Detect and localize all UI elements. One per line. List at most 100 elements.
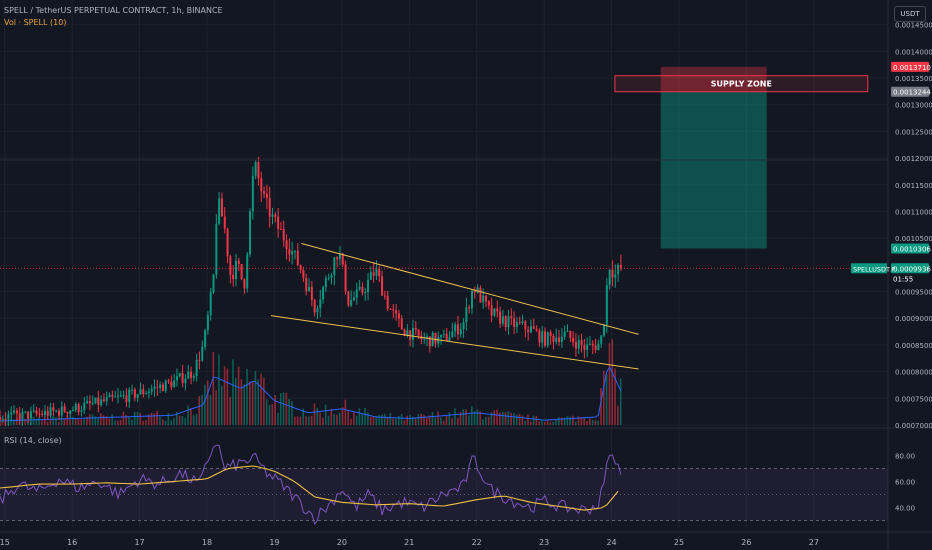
candle-body — [187, 371, 190, 379]
volume-bar — [86, 416, 88, 425]
volume-bar — [333, 414, 335, 425]
price-label-badge — [891, 86, 929, 97]
volume-bar — [409, 414, 411, 425]
volume-bar — [198, 396, 201, 425]
x-tick-label: 24 — [606, 538, 616, 547]
candle-body — [226, 228, 229, 257]
volume-bar — [246, 369, 248, 425]
candle-body — [91, 403, 94, 405]
candle-body — [15, 410, 18, 414]
supply-zone-box[interactable] — [614, 75, 869, 93]
x-tick-label: 17 — [134, 538, 144, 547]
candle-body — [204, 330, 207, 347]
volume-bar — [69, 419, 71, 425]
candle-body — [603, 324, 606, 336]
volume-bar — [156, 410, 158, 425]
candle-body — [395, 310, 398, 314]
volume-bar — [603, 370, 605, 425]
x-tick-label: 23 — [539, 538, 549, 547]
candle-body — [288, 249, 291, 255]
candle-body — [251, 175, 254, 212]
candle-body — [369, 272, 372, 280]
volume-bar — [72, 416, 74, 425]
volume-bar — [336, 414, 338, 425]
candle-body — [0, 416, 1, 420]
candle-body — [454, 324, 457, 332]
stop-zone[interactable] — [660, 66, 767, 92]
volume-bar — [178, 415, 181, 425]
volume-bar — [237, 366, 240, 425]
candle-body — [594, 345, 597, 351]
x-tick-label: 15 — [0, 538, 10, 547]
candle-body — [260, 178, 263, 192]
volume-bar — [541, 419, 543, 425]
candle-body — [218, 198, 221, 224]
candle-body — [100, 399, 103, 406]
candle-body — [493, 308, 496, 316]
volume-bar — [240, 379, 243, 425]
candle-body — [55, 410, 58, 412]
candle-body — [574, 342, 577, 349]
volume-bar — [515, 414, 518, 425]
price-tick-label: 0.0012000 — [895, 155, 932, 163]
volume-bar — [544, 421, 546, 425]
candle-body — [580, 340, 583, 346]
volume-bar — [175, 412, 178, 425]
rsi-ma-line — [0, 465, 619, 511]
candle-body — [27, 411, 30, 419]
candle-body — [299, 265, 302, 271]
candle-body — [378, 268, 381, 277]
volume-bar — [586, 421, 588, 425]
candle-body — [80, 410, 83, 412]
volume-bar — [588, 418, 591, 425]
volume-bar — [459, 411, 462, 425]
volume-bar — [88, 414, 91, 425]
candle-body — [10, 412, 13, 415]
volume-bar — [513, 412, 515, 425]
volume-bar — [308, 416, 310, 425]
volume-bar — [254, 370, 257, 425]
candle-body — [442, 333, 445, 335]
volume-bar — [232, 359, 234, 425]
volume-bar — [41, 420, 43, 425]
candle-body — [94, 397, 97, 404]
volume-bar — [100, 413, 102, 425]
candle-body — [600, 335, 603, 344]
candle-body — [372, 272, 375, 276]
trendline[interactable] — [301, 243, 639, 335]
candle-body — [406, 330, 409, 336]
candle-body — [156, 386, 159, 388]
price-tick-label: 0.0007000 — [895, 422, 932, 430]
candle-body — [316, 308, 319, 313]
candle-body — [291, 251, 294, 255]
volume-bar — [462, 409, 465, 425]
rsi-tick-label: 40.00 — [895, 505, 915, 513]
candle-body — [88, 401, 91, 404]
target-zone[interactable] — [660, 91, 767, 249]
x-tick-label: 18 — [202, 538, 212, 547]
trendline[interactable] — [270, 315, 639, 370]
volume-bar — [206, 380, 209, 425]
candle-body — [445, 333, 448, 341]
price-label-text: 0.0010306 — [893, 246, 931, 254]
volume-bar — [279, 393, 282, 425]
candle-body — [63, 406, 66, 412]
volume-bar — [116, 420, 119, 425]
candle-body — [128, 389, 131, 402]
volume-bar — [383, 413, 386, 425]
candle-body — [490, 305, 493, 316]
candle-body — [274, 214, 277, 217]
volume-bar — [608, 343, 611, 425]
volume-bar — [482, 419, 484, 425]
volume-bar — [367, 412, 369, 425]
candle-body — [440, 334, 443, 338]
currency-button[interactable]: USDT — [894, 6, 926, 22]
candle-body — [7, 414, 10, 420]
volume-bar — [560, 417, 563, 425]
candle-body — [515, 322, 518, 327]
volume-bar — [355, 415, 358, 425]
volume-bar — [442, 420, 445, 425]
volume-bar — [451, 418, 453, 425]
candle-body — [254, 161, 257, 176]
